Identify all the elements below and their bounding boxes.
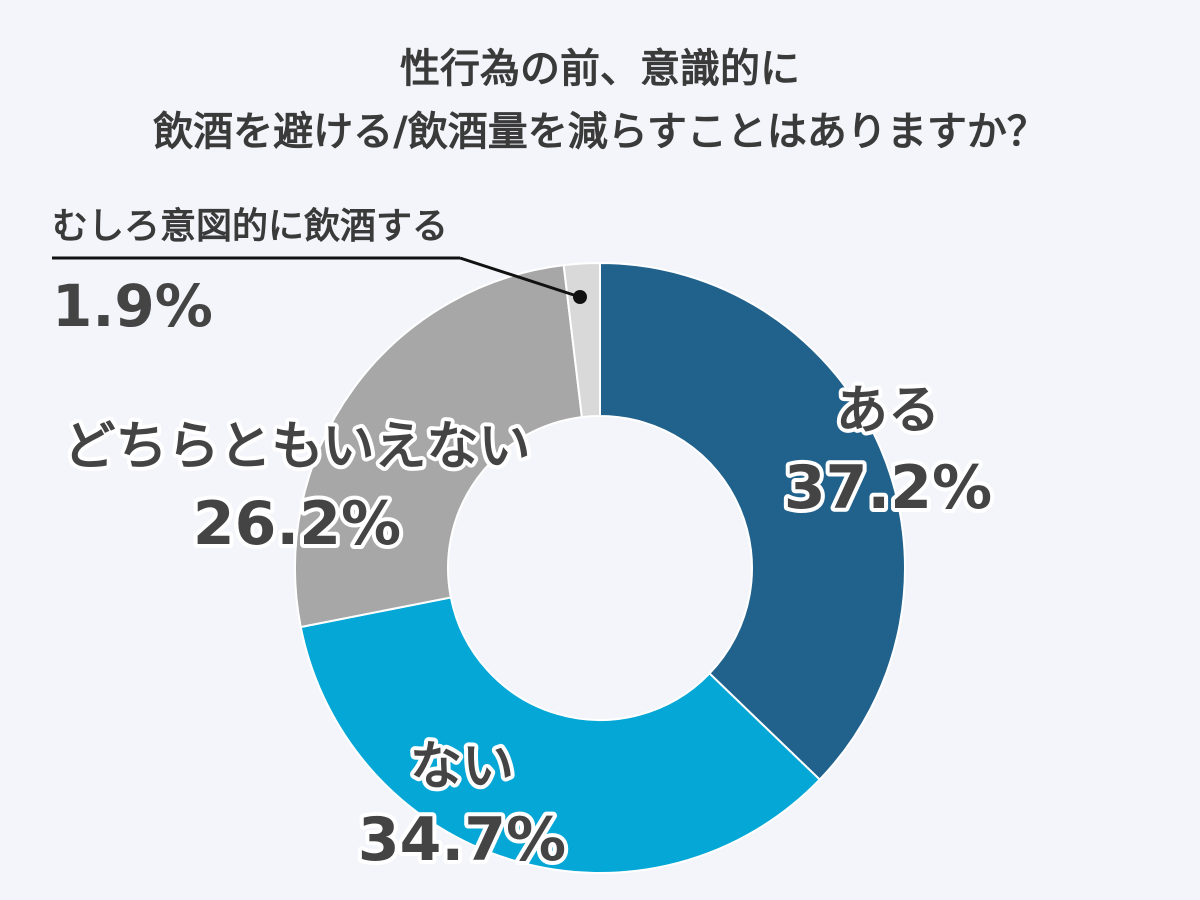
slice-value-nai: 34.7% (358, 805, 566, 875)
slice-label-dochira: どちらともいえない (64, 417, 531, 477)
slice-value-aru: 37.2% (784, 453, 992, 523)
callout-value-mushiro: 1.9% (52, 272, 213, 340)
slice-label-nai: ない (410, 737, 514, 797)
slice-dochira (294, 264, 584, 629)
chart-title-line-2: 飲酒を避ける/飲酒量を減らすことはありますか？ (153, 109, 1047, 155)
chart-title-line-1: 性行為の前、意識的に (400, 46, 800, 92)
callout-leader-dot (573, 290, 587, 304)
callout-label-mushiro: むしろ意図的に飲酒する (52, 206, 448, 247)
slice-mushiro (562, 261, 601, 419)
slice-label-aru: ある (836, 381, 940, 441)
callout-leader-diagonal (459, 256, 581, 299)
slice-nai (299, 596, 822, 874)
donut-slices (294, 261, 906, 874)
slice-aru (599, 261, 906, 781)
slice-value-dochira: 26.2% (193, 489, 401, 559)
